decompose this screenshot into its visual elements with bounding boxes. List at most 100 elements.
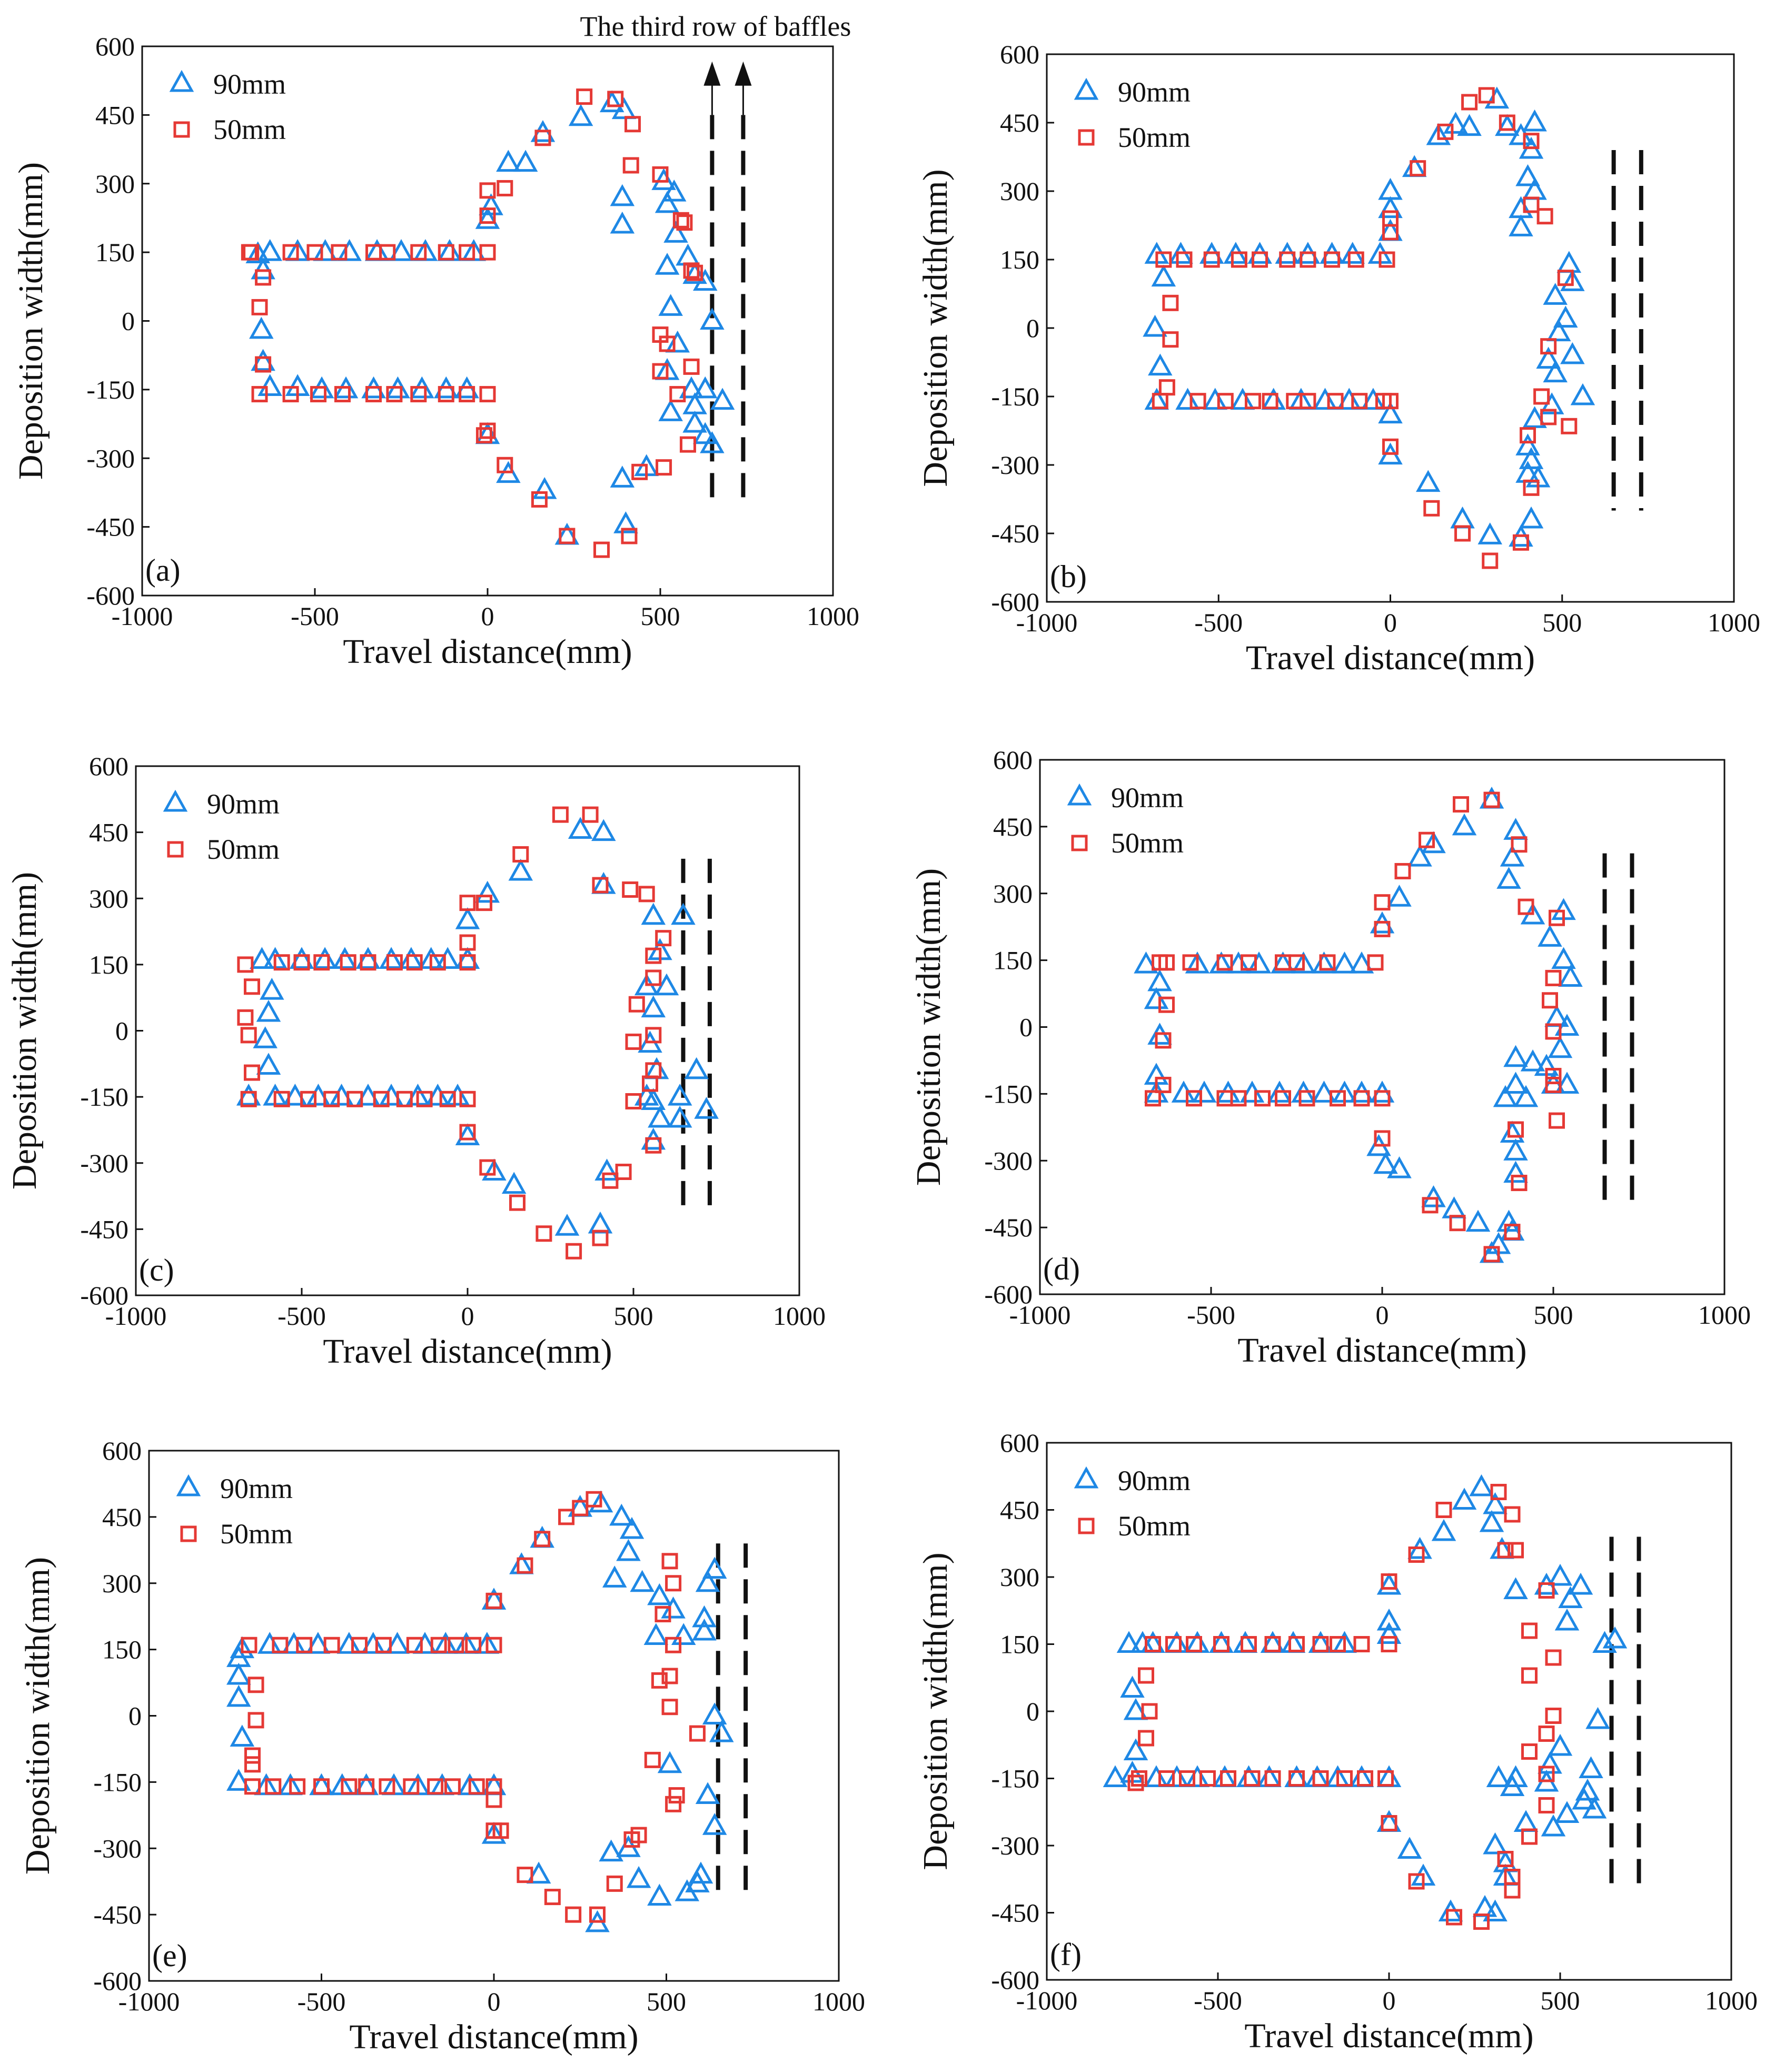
data-point-90mm (671, 1623, 696, 1645)
data-point-50mm (1511, 836, 1528, 853)
data-point-90mm (1407, 844, 1432, 867)
data-point-50mm (1446, 1909, 1462, 1926)
legend-marker-90mm (163, 789, 188, 812)
data-point-50mm (429, 954, 446, 971)
data-point-50mm (1186, 1090, 1202, 1107)
data-point-50mm (689, 1725, 706, 1742)
data-point-50mm (1545, 1023, 1562, 1040)
data-point-50mm (1330, 1090, 1346, 1107)
data-point-50mm (509, 1194, 525, 1211)
data-point-90mm (1426, 123, 1451, 145)
data-point-50mm (655, 930, 672, 947)
x-tick-label: 0 (1376, 1300, 1389, 1330)
data-point-90mm (1538, 1751, 1562, 1774)
data-point-90mm (1246, 951, 1272, 974)
data-point-90mm (482, 1158, 507, 1181)
data-point-50mm (1162, 331, 1179, 348)
x-axis-title: Travel distance(mm) (349, 2018, 638, 2056)
data-point-50mm (1377, 1770, 1394, 1787)
data-point-50mm (1158, 954, 1175, 971)
legend-label-50mm: 50mm (207, 834, 280, 865)
data-point-50mm (517, 1557, 533, 1574)
data-point-90mm (1558, 1586, 1583, 1608)
data-point-50mm (1347, 251, 1364, 268)
data-point-50mm (1536, 208, 1553, 225)
data-point-50mm (492, 1822, 509, 1839)
data-point-50mm (1478, 87, 1495, 104)
data-point-90mm (610, 465, 635, 488)
data-point-90mm (667, 1084, 692, 1106)
panel-label: (e) (152, 1938, 187, 1973)
data-point-90mm (1387, 885, 1412, 907)
data-point-50mm (1540, 338, 1557, 355)
data-point-90mm (591, 819, 616, 841)
x-tick-label: 500 (614, 1301, 653, 1331)
data-point-50mm (293, 954, 310, 971)
data-point-90mm (1509, 196, 1533, 219)
data-point-90mm (455, 907, 480, 929)
data-point-90mm (1164, 1765, 1189, 1787)
data-point-50mm (1508, 1542, 1524, 1559)
data-point-50mm (665, 1575, 682, 1592)
y-tick-label: 150 (102, 1635, 142, 1664)
x-tick-label: -500 (277, 1301, 326, 1331)
data-point-90mm (1551, 947, 1576, 969)
x-tick-label: -1000 (1016, 608, 1078, 637)
data-point-90mm (1568, 1572, 1593, 1595)
data-point-90mm (501, 1172, 527, 1194)
x-tick-label: 0 (1383, 1986, 1396, 2015)
baffle-arrow-head (703, 61, 721, 86)
data-point-50mm (255, 269, 272, 286)
data-point-90mm (682, 410, 707, 433)
data-point-50mm (1357, 1770, 1373, 1787)
x-tick-label: 500 (1541, 1986, 1580, 2015)
data-point-50mm (661, 1553, 678, 1570)
x-axis-title: Travel distance(mm) (1237, 1331, 1526, 1370)
legend-label-50mm: 50mm (220, 1518, 293, 1550)
data-point-90mm (1493, 1085, 1518, 1107)
data-point-90mm (425, 1084, 450, 1106)
data-point-50mm (622, 157, 639, 174)
data-point-90mm (332, 947, 358, 969)
data-point-50mm (1538, 1766, 1555, 1782)
data-point-90mm (1509, 214, 1533, 236)
data-point-90mm (702, 1702, 727, 1724)
data-point-90mm (1486, 1765, 1511, 1787)
data-point-50mm (683, 262, 700, 279)
data-point-50mm (1374, 894, 1391, 911)
data-point-50mm (1288, 1636, 1305, 1652)
y-tick-label: -600 (991, 587, 1039, 617)
data-point-50mm (386, 386, 403, 403)
data-point-90mm (1548, 1563, 1573, 1586)
y-axis-title: Deposition width(mm) (909, 868, 948, 1186)
data-point-90mm (481, 1821, 507, 1844)
data-point-50mm (592, 1230, 609, 1246)
data-point-50mm (1353, 1636, 1370, 1652)
y-tick-label: 300 (1000, 1562, 1039, 1592)
data-point-90mm (1602, 1626, 1628, 1649)
data-point-50mm (459, 244, 475, 261)
data-point-90mm (281, 1632, 306, 1654)
data-point-90mm (658, 294, 683, 316)
data-point-90mm (658, 399, 683, 421)
data-point-90mm (257, 239, 282, 261)
data-point-50mm (1545, 1708, 1562, 1724)
data-point-50mm (1423, 500, 1440, 517)
data-point-50mm (1182, 954, 1199, 971)
data-point-50mm (625, 1093, 642, 1109)
data-point-90mm (1520, 1049, 1545, 1072)
data-point-50mm (1538, 1726, 1555, 1742)
data-point-90mm (1479, 1510, 1504, 1532)
data-point-50mm (1158, 379, 1175, 396)
data-point-90mm (236, 1084, 261, 1106)
x-tick-label: 0 (461, 1301, 474, 1331)
y-tick-label: 600 (102, 1436, 142, 1465)
data-point-50mm (1217, 393, 1234, 410)
data-point-90mm (679, 376, 704, 399)
data-point-90mm (1483, 1899, 1508, 1921)
data-point-50mm (672, 212, 689, 229)
x-tick-label: -1000 (118, 1987, 180, 2016)
y-tick-label: -300 (93, 1833, 142, 1863)
data-point-50mm (1561, 418, 1578, 434)
data-point-90mm (329, 1084, 354, 1106)
